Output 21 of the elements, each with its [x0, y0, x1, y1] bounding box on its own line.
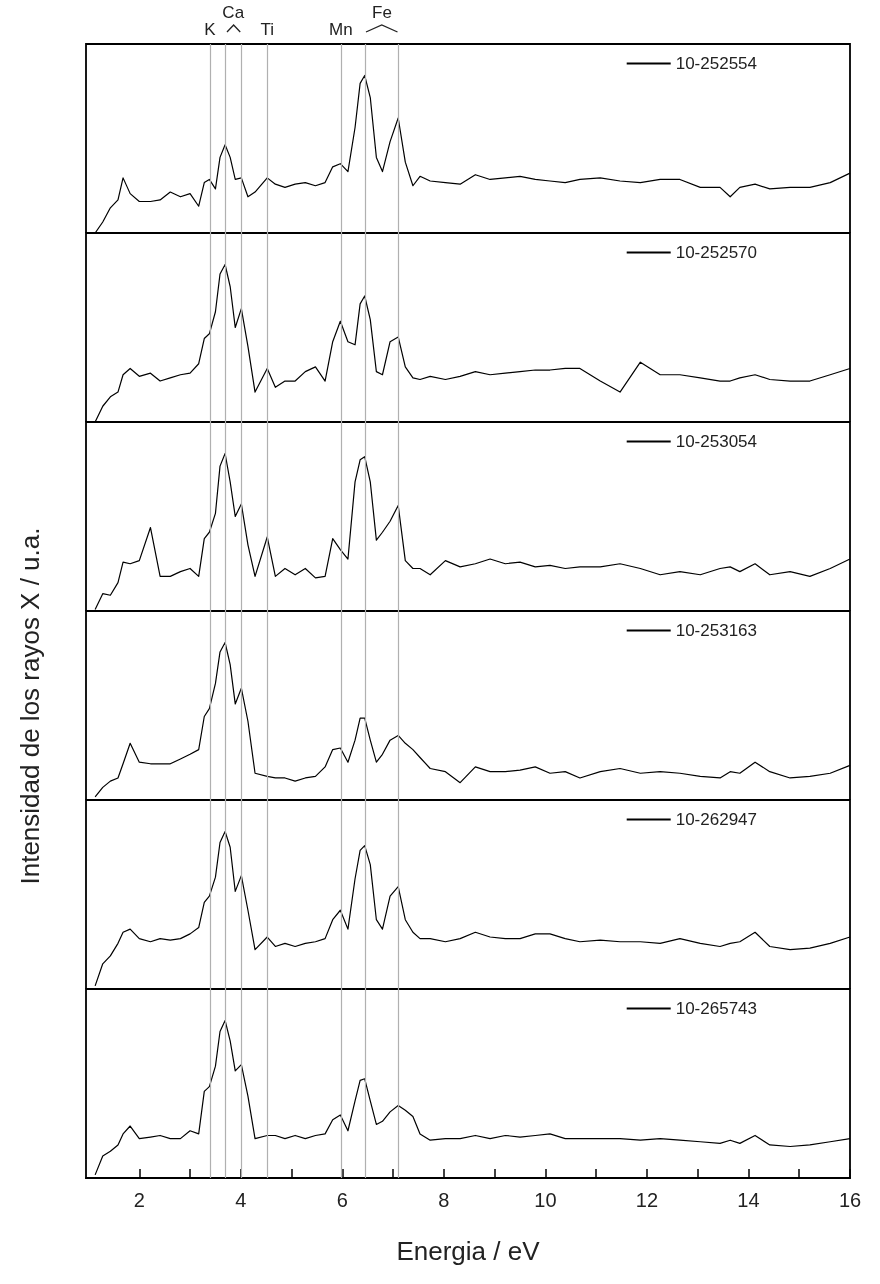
legend-label: 10-252570	[675, 243, 758, 262]
ref-line-label: Ti	[260, 20, 274, 39]
ref-line-label: Mn	[329, 20, 353, 39]
x-tick-label: 10	[534, 1189, 557, 1211]
x-tick-label: 6	[336, 1189, 348, 1211]
y-axis-title: Intensidad de los rayos X / u.a.	[14, 527, 46, 884]
x-tick-label: 8	[438, 1189, 450, 1211]
x-axis-title: Energia / eV	[396, 1236, 541, 1266]
x-tick-label: 4	[235, 1189, 247, 1211]
legend-label: 10-253163	[675, 621, 758, 640]
legend-label: 10-252554	[675, 54, 758, 73]
x-tick-label: 14	[737, 1189, 760, 1211]
ref-line-label: Fe	[372, 3, 392, 22]
x-tick-label: 16	[838, 1189, 862, 1211]
ref-line-label: K	[204, 20, 217, 39]
legend-label: 10-265743	[675, 999, 758, 1018]
x-tick-label: 12	[635, 1189, 659, 1211]
legend-label: 10-262947	[675, 810, 758, 829]
ref-line-label: Ca	[222, 3, 245, 22]
legend-label: 10-253054	[675, 432, 758, 451]
x-tick-label: 2	[133, 1189, 145, 1211]
